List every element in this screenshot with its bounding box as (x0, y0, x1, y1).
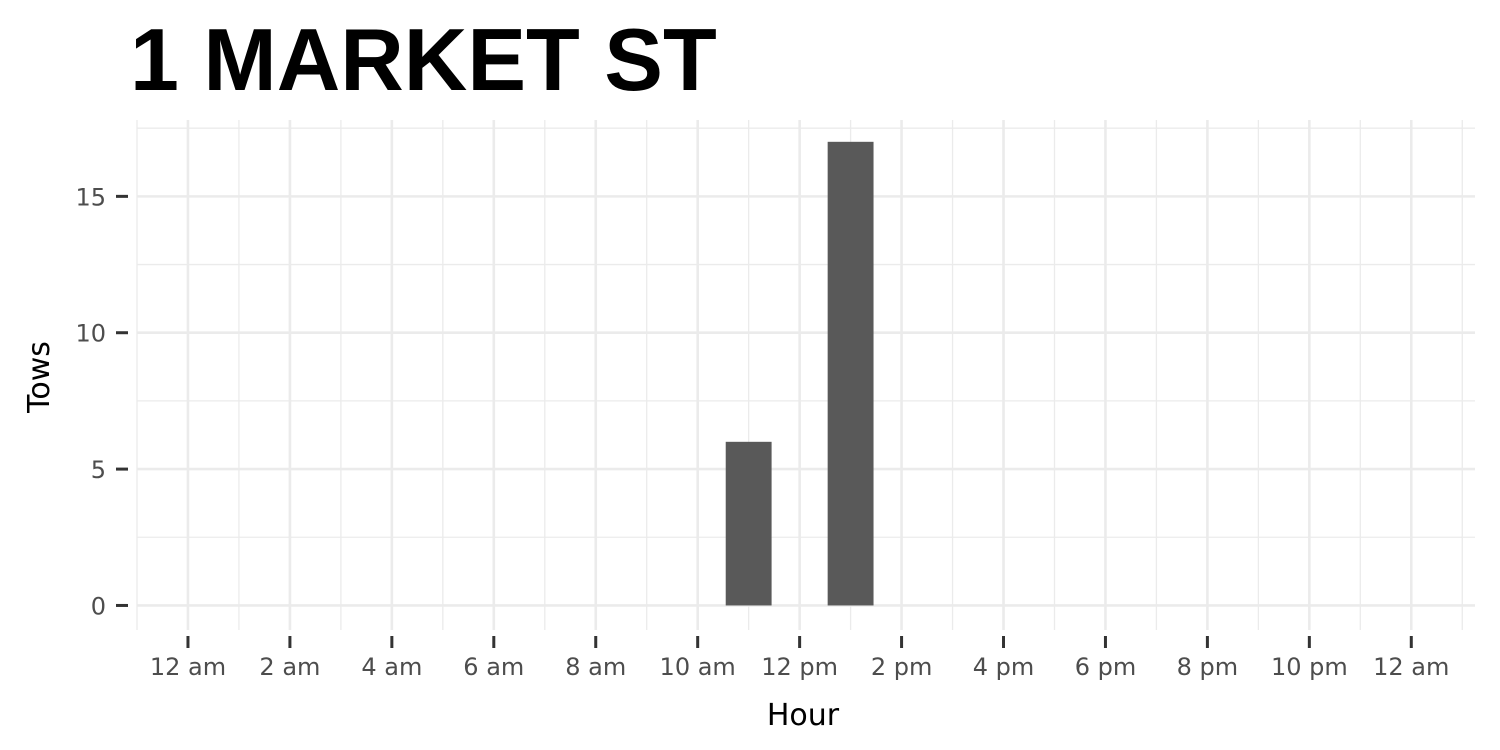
bar (827, 141, 874, 606)
x-tick-label: 2 pm (871, 653, 933, 681)
x-tick-label: 6 pm (1075, 653, 1137, 681)
y-tick-label: 0 (91, 592, 106, 620)
x-axis-title: Hour (767, 698, 840, 733)
x-tick-label: 12 am (1373, 653, 1449, 681)
x-tick-label: 4 am (361, 653, 422, 681)
y-axis: 0 5 10 15 (75, 183, 128, 620)
x-tick-label: 10 pm (1271, 653, 1348, 681)
x-tick-label: 12 am (150, 653, 226, 681)
x-axis: 12 am 2 am 4 am 6 am 8 am 10 am 12 pm 2 pm 4 pm 6… (150, 636, 1449, 681)
x-tick-label: 8 pm (1177, 653, 1239, 681)
x-tick-label: 8 am (565, 653, 626, 681)
x-tick-label: 12 pm (761, 653, 838, 681)
y-tick-label: 10 (75, 320, 106, 348)
major-gridlines (137, 120, 1475, 630)
y-tick-label: 5 (91, 456, 106, 484)
minor-gridlines (136, 120, 1475, 630)
x-tick-label: 10 am (660, 653, 736, 681)
x-tick-label: 2 am (259, 653, 320, 681)
x-tick-label: 6 am (463, 653, 524, 681)
bars (725, 141, 874, 606)
bar (725, 441, 772, 606)
x-tick-label: 4 pm (973, 653, 1035, 681)
y-tick-label: 15 (75, 183, 106, 211)
chart-title: 1 MARKET ST (130, 10, 717, 109)
y-axis-title: Tows (22, 341, 57, 414)
